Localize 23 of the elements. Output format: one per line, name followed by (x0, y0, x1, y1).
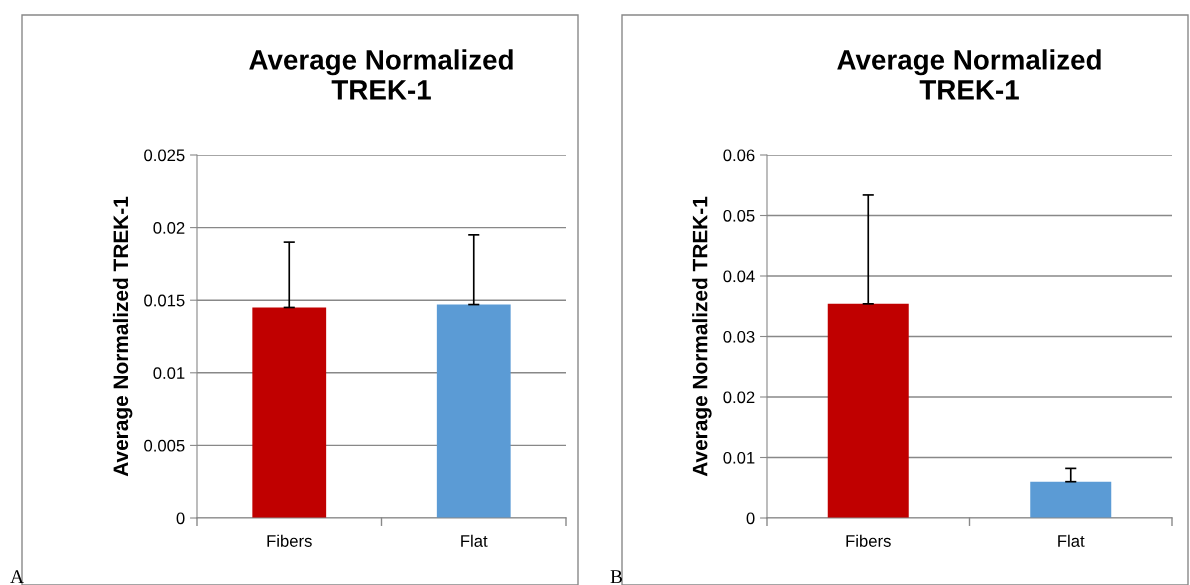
y-tick-label: 0.03 (723, 330, 755, 343)
y-axis-title: Average Normalized TREK-1 (692, 196, 712, 477)
y-tick-label: 0.025 (144, 149, 185, 162)
x-tick-label: Flat (461, 534, 488, 547)
y-tick-label: 0.01 (153, 367, 185, 379)
y-tick-label: 0 (746, 512, 755, 525)
y-tick-label: 0.015 (144, 294, 185, 307)
y-axis-title: Average Normalized TREK-1 (112, 196, 133, 477)
y-tick-label: 0.01 (723, 451, 755, 464)
y-tick-label: 0.05 (723, 209, 755, 222)
y-tick-label: 0.04 (723, 270, 755, 283)
chart-title: Average Normalized TREK-1 (837, 49, 1101, 100)
x-tick-label: Fibers (846, 534, 891, 547)
y-tick-label: 0.005 (144, 439, 185, 452)
x-tick-label: Flat (1058, 534, 1085, 547)
y-tick-label: 0 (176, 512, 185, 525)
chart-title: Average Normalized TREK-1 (249, 49, 513, 100)
x-tick-label: Fibers (267, 534, 312, 547)
y-tick-label: 0.02 (153, 222, 185, 234)
text: A (10, 570, 24, 583)
y-tick-label: 0.06 (723, 149, 755, 162)
text: B (610, 570, 623, 584)
y-tick-label: 0.02 (723, 391, 755, 404)
